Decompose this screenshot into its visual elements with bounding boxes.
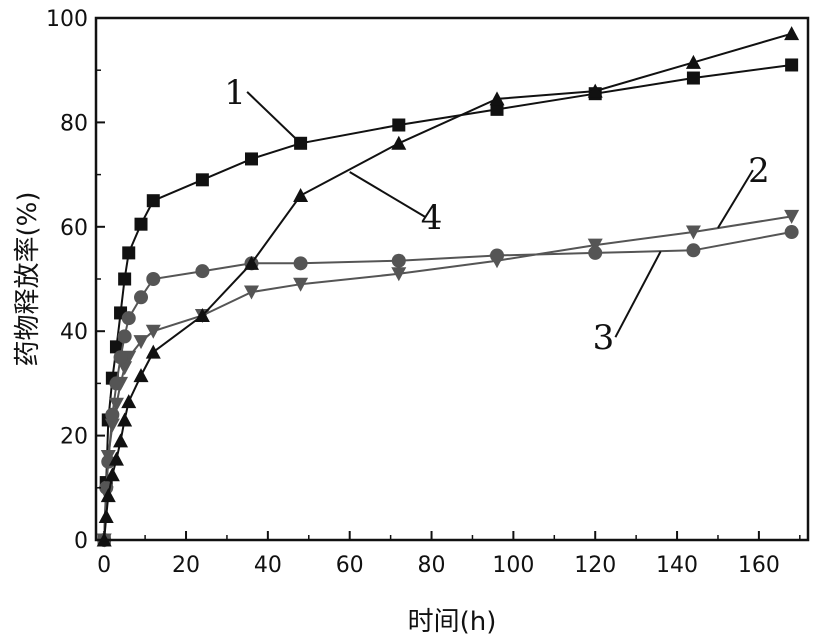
plot-frame (96, 18, 808, 540)
y-tick-label: 0 (74, 529, 88, 554)
x-tick-label: 80 (418, 553, 446, 578)
series-4-point (391, 136, 406, 150)
series-4-point (99, 509, 114, 523)
series-1-point (118, 273, 131, 286)
callout-label-1: 1 (224, 73, 246, 113)
series-4-point (134, 368, 149, 382)
series-3-line (104, 232, 791, 540)
series-3-point (785, 225, 799, 239)
series-3-point (109, 376, 123, 390)
series-3-point (122, 311, 136, 325)
x-tick-label: 0 (97, 553, 111, 578)
series-4-line (104, 34, 791, 540)
series-4 (97, 26, 799, 546)
series-2-line (104, 216, 791, 540)
series-3-point (134, 290, 148, 304)
y-tick-label: 40 (60, 320, 88, 345)
series-1-point (147, 194, 160, 207)
series-3-point (195, 264, 209, 278)
callout-leader-3 (615, 251, 660, 337)
y-tick-label: 100 (46, 7, 88, 32)
x-tick-label: 20 (172, 553, 200, 578)
series-4-point (121, 394, 136, 408)
series-1-point (196, 173, 209, 186)
series-3-point (114, 350, 128, 364)
series-1-point (135, 218, 148, 231)
series-1-point (687, 72, 700, 85)
series-1-point (785, 58, 798, 71)
series-3-point (686, 243, 700, 257)
x-tick-label: 100 (492, 553, 534, 578)
y-tick-label: 80 (60, 111, 88, 136)
x-axis-title: 时间(h) (408, 607, 497, 637)
series-1-point (245, 152, 258, 165)
series-4-point (146, 345, 161, 359)
series-3 (97, 225, 798, 547)
series-3-point (392, 254, 406, 268)
series-1-point (122, 246, 135, 259)
series-4-point (113, 433, 128, 447)
callout-leader-4 (350, 172, 426, 217)
series-3-point (105, 408, 119, 422)
series-1-point (392, 119, 405, 132)
series-3-point (118, 329, 132, 343)
x-tick-label: 140 (656, 553, 698, 578)
series-4-point (293, 188, 308, 202)
x-tick-label: 40 (254, 553, 282, 578)
series-2-point (244, 286, 259, 300)
x-tick-label: 60 (336, 553, 364, 578)
series-3-point (294, 256, 308, 270)
series-4-point (784, 26, 799, 40)
y-tick-label: 60 (60, 216, 88, 241)
callout-label-3: 3 (593, 318, 615, 358)
callout-leader-1 (247, 92, 300, 143)
series-2 (97, 210, 799, 548)
x-tick-label: 160 (738, 553, 780, 578)
series-layer (97, 26, 799, 547)
series-1 (98, 58, 798, 546)
x-tick-label: 120 (574, 553, 616, 578)
series-1-line (104, 65, 791, 540)
callout-label-2: 2 (748, 151, 770, 191)
x-axis: 0 20 40 60 80 100 120 140 160 (97, 531, 800, 578)
series-3-point (490, 249, 504, 263)
series-3-point (588, 246, 602, 260)
y-axis-title: 药物释放率(%) (13, 192, 43, 367)
series-3-point (146, 272, 160, 286)
callout-label-4: 4 (421, 198, 443, 238)
y-tick-label: 20 (60, 425, 88, 450)
